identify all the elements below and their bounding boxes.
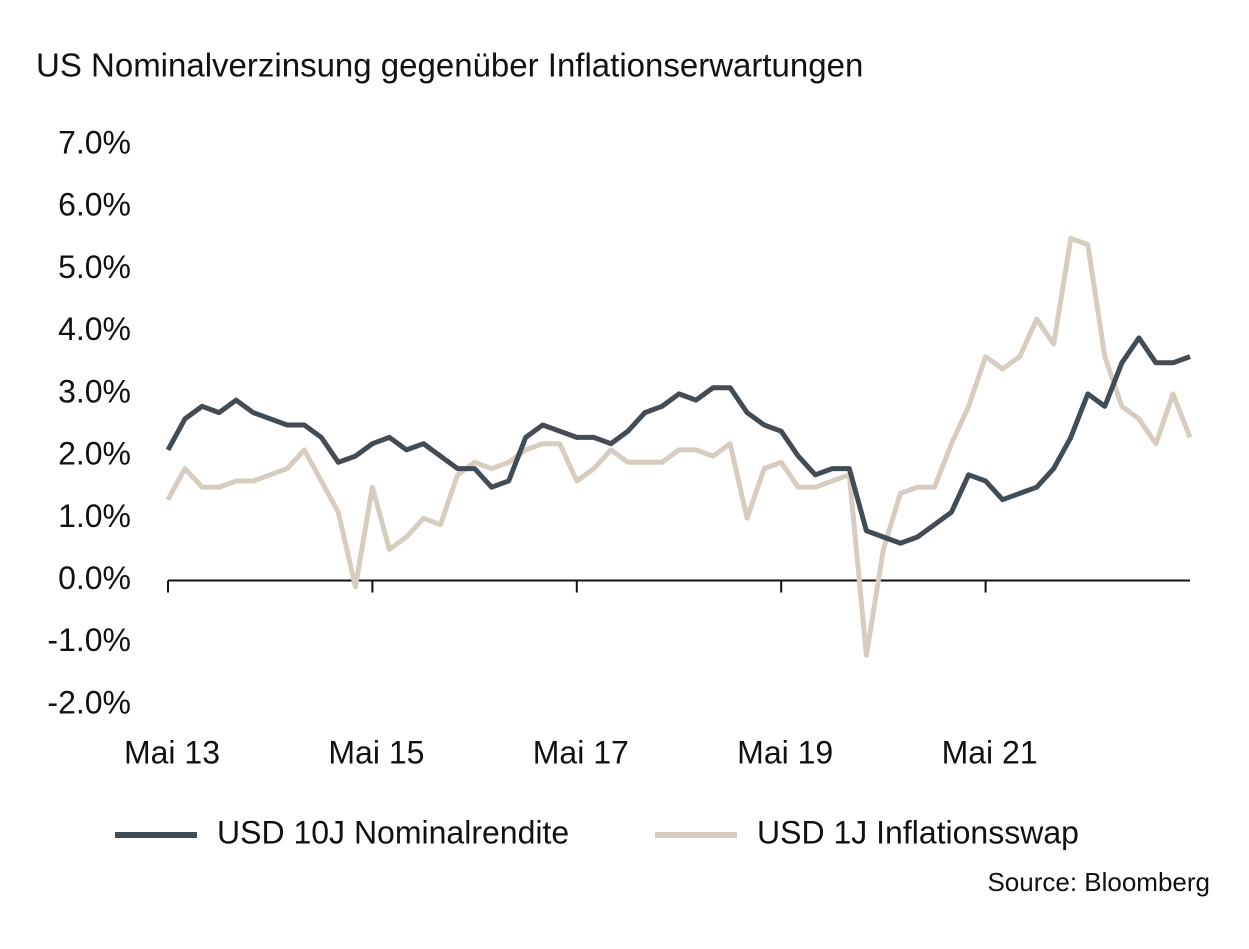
y-tick-label: 7.0%: [58, 124, 131, 160]
y-tick-label: 4.0%: [58, 311, 131, 347]
y-tick-label: -1.0%: [47, 622, 131, 658]
x-tick-label: Mai 19: [737, 734, 833, 770]
x-tick-label: Mai 21: [942, 734, 1038, 770]
x-tick-label: Mai 17: [533, 734, 629, 770]
source: Source: Bloomberg: [987, 867, 1210, 897]
y-tick-label: -2.0%: [47, 684, 131, 720]
series-line: [165, 335, 1191, 546]
y-tick-label: 3.0%: [58, 373, 131, 409]
legend-label: USD 10J Nominalrendite: [217, 814, 569, 850]
series-line: [165, 235, 1193, 658]
y-tick-label: 0.0%: [58, 560, 131, 596]
y-tick-label: 1.0%: [58, 498, 131, 534]
chart-title: US Nominalverzinsung gegenüber Inflation…: [36, 47, 863, 84]
x-tick-label: Mai 15: [328, 734, 424, 770]
y-tick-label: 2.0%: [58, 436, 131, 472]
x-tick-label: Mai 13: [124, 734, 220, 770]
legend-label: USD 1J Inflationsswap: [757, 814, 1079, 850]
y-tick-label: 5.0%: [58, 249, 131, 285]
y-tick-label: 6.0%: [58, 187, 131, 223]
